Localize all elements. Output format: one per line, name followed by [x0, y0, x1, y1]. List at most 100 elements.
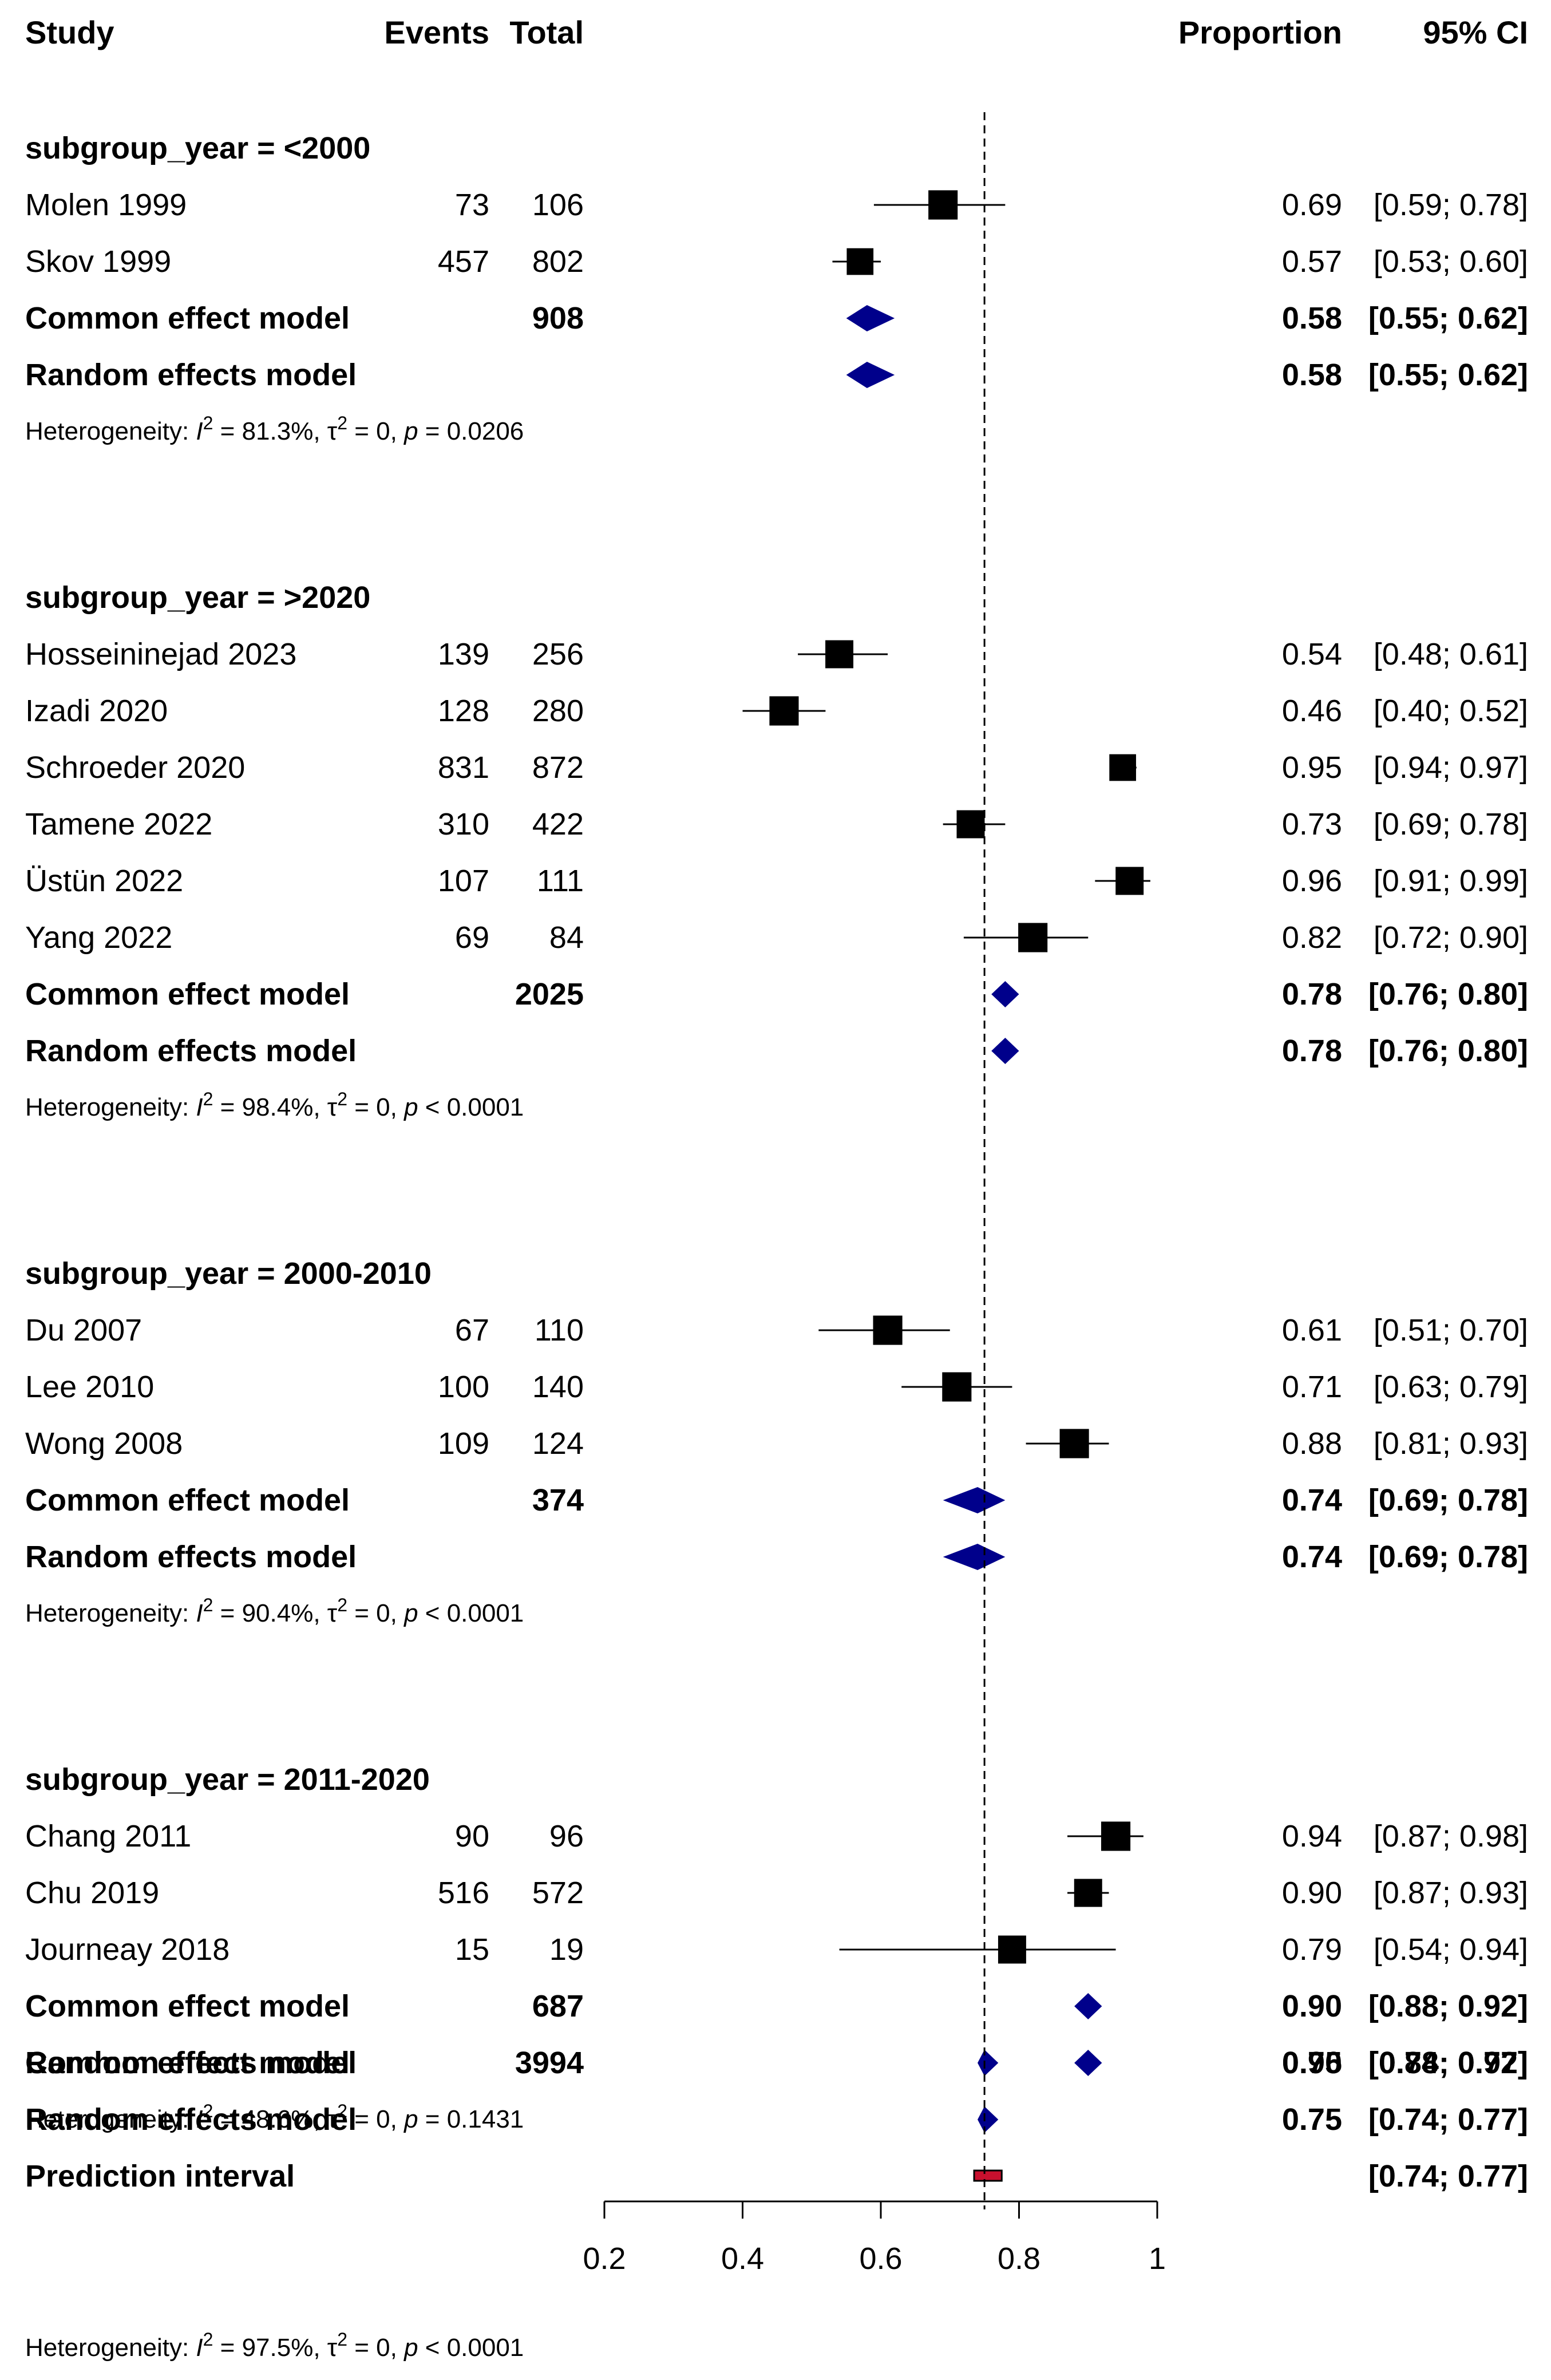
- subgroup-4-study-2-square: [1074, 1879, 1102, 1907]
- subgroup-2-common-total: 2025: [515, 977, 584, 1011]
- x-tick-label-4: 0.8: [998, 2241, 1040, 2276]
- subgroup-3-common-estimate: 0.74: [1282, 1483, 1342, 1517]
- subgroup-1-study-1-total: 106: [532, 188, 584, 222]
- subgroup-3-study-1-square: [873, 1315, 903, 1345]
- overall-random-diamond: [978, 2106, 999, 2133]
- subgroup-4-study-3-events: 15: [455, 1932, 489, 1967]
- subgroup-3-common-total: 374: [532, 1483, 584, 1517]
- subgroup-2-common-label: Common effect model: [25, 977, 350, 1011]
- subgroup-3-study-1-total: 110: [535, 1313, 584, 1347]
- subgroup-4-study-2-ci: [0.87; 0.93]: [1374, 1876, 1528, 1910]
- subgroup-3-study-2-ci: [0.63; 0.79]: [1374, 1370, 1528, 1404]
- subgroup-4-common-diamond: [1074, 1993, 1102, 2019]
- subgroup-1-random-ci: [0.55; 0.62]: [1368, 358, 1528, 392]
- subgroup-4-common-ci: [0.88; 0.92]: [1368, 1989, 1528, 2023]
- subgroup-4-study-1-square: [1101, 1821, 1131, 1851]
- subgroup-4-study-3-total: 19: [549, 1932, 584, 1967]
- subgroup-3-heterogeneity: Heterogeneity: I2 = 90.4%, τ2 = 0, p < 0…: [25, 1595, 524, 1627]
- subgroup-2-study-4-total: 422: [532, 807, 584, 841]
- subgroup-2-study-6-name: Yang 2022: [25, 920, 172, 955]
- subgroup-2-random-diamond: [991, 1038, 1019, 1064]
- subgroup-1-heterogeneity: Heterogeneity: I2 = 81.3%, τ2 = 0, p = 0…: [25, 413, 524, 445]
- subgroup-2-study-4-estimate: 0.73: [1282, 807, 1342, 841]
- subgroup-2-study-5-total: 111: [537, 864, 584, 898]
- subgroup-4-study-1-total: 96: [549, 1819, 584, 1853]
- subgroup-4-random-label: Random effects model: [25, 2046, 357, 2080]
- subgroup-2-study-2-square: [769, 696, 799, 726]
- header-study: Study: [25, 14, 114, 50]
- subgroup-1-study-1-ci: [0.59; 0.78]: [1374, 188, 1528, 222]
- prediction-interval-ci: [0.74; 0.77]: [1368, 2159, 1528, 2193]
- subgroup-3-study-2-square: [942, 1372, 972, 1402]
- subgroup-1-study-2-total: 802: [532, 244, 584, 279]
- subgroup-2-random-estimate: 0.78: [1282, 1034, 1342, 1068]
- subgroup-2-study-2-ci: [0.40; 0.52]: [1374, 694, 1528, 728]
- subgroup-2-study-3-name: Schroeder 2020: [25, 750, 245, 785]
- subgroup-2-study-3-estimate: 0.95: [1282, 750, 1342, 785]
- subgroup-1-study-2-estimate: 0.57: [1282, 244, 1342, 279]
- subgroup-2-study-1-total: 256: [532, 637, 584, 671]
- subgroup-1-study-1-events: 73: [455, 188, 489, 222]
- subgroup-2-study-4-square: [956, 810, 985, 839]
- subgroup-4-heterogeneity: Heterogeneity: I2 = 48.6%, τ2 = 0, p = 0…: [25, 2101, 524, 2133]
- subgroup-4-random-estimate: 0.90: [1282, 2046, 1342, 2080]
- subgroup-1-study-2-name: Skov 1999: [25, 244, 171, 279]
- subgroup-3-study-3-total: 124: [532, 1426, 584, 1461]
- subgroup-4-study-1-name: Chang 2011: [25, 1819, 191, 1853]
- subgroup-2-study-5-estimate: 0.96: [1282, 864, 1342, 898]
- subgroup-2-random-label: Random effects model: [25, 1034, 357, 1068]
- subgroup-2-study-5-square: [1115, 867, 1144, 895]
- overall-random-estimate: 0.75: [1282, 2102, 1342, 2137]
- header-ci: 95% CI: [1423, 14, 1528, 50]
- subgroup-2-common-diamond: [991, 981, 1019, 1007]
- subgroup-1-common-estimate: 0.58: [1282, 301, 1342, 335]
- overall-common-estimate: 0.75: [1282, 2046, 1342, 2080]
- subgroup-2-study-2-name: Izadi 2020: [25, 694, 168, 728]
- subgroup-1-study-1-estimate: 0.69: [1282, 188, 1342, 222]
- subgroup-2-study-5-ci: [0.91; 0.99]: [1374, 864, 1528, 898]
- subgroup-2-study-1-square: [825, 640, 854, 669]
- subgroup-4-study-2-total: 572: [532, 1876, 584, 1910]
- subgroup-3-study-2-total: 140: [532, 1370, 584, 1404]
- x-tick-label-1: 0.2: [583, 2241, 626, 2276]
- subgroup-3-random-diamond: [943, 1544, 1006, 1570]
- subgroup-3-random-ci: [0.69; 0.78]: [1368, 1540, 1528, 1574]
- subgroup-1-study-2-ci: [0.53; 0.60]: [1374, 244, 1528, 279]
- subgroup-4-title: subgroup_year = 2011-2020: [25, 1762, 430, 1797]
- subgroup-3-study-2-estimate: 0.71: [1282, 1370, 1342, 1404]
- subgroup-3-title: subgroup_year = 2000-2010: [25, 1256, 432, 1291]
- subgroup-2-study-3-events: 831: [438, 750, 489, 785]
- prediction-interval-label: Prediction interval: [25, 2159, 295, 2193]
- header-events: Events: [384, 14, 489, 50]
- subgroup-3-study-1-name: Du 2007: [25, 1313, 142, 1347]
- subgroup-2-title: subgroup_year = >2020: [25, 580, 370, 615]
- subgroup-4-study-3-ci: [0.54; 0.94]: [1374, 1932, 1528, 1967]
- subgroup-3-random-estimate: 0.74: [1282, 1540, 1342, 1574]
- subgroup-3-study-3-name: Wong 2008: [25, 1426, 183, 1461]
- subgroup-2-study-3-ci: [0.94; 0.97]: [1374, 750, 1528, 785]
- subgroup-2-study-2-total: 280: [532, 694, 584, 728]
- subgroup-2-study-2-estimate: 0.46: [1282, 694, 1342, 728]
- subgroup-2-study-3-total: 872: [532, 750, 584, 785]
- subgroup-3-study-3-square: [1059, 1429, 1089, 1458]
- subgroup-2-study-1-estimate: 0.54: [1282, 637, 1342, 671]
- subgroup-4-study-1-events: 90: [455, 1819, 489, 1853]
- subgroup-2-common-estimate: 0.78: [1282, 977, 1342, 1011]
- plot-layer: 0.2 0.4 0.6 0.8 1: [583, 112, 1166, 2276]
- overall-common-label: Common effect model: [25, 2046, 350, 2080]
- subgroup-2-study-6-ci: [0.72; 0.90]: [1374, 920, 1528, 955]
- subgroup-2-study-5-name: Üstün 2022: [25, 864, 183, 898]
- subgroup-2-study-4-name: Tamene 2022: [25, 807, 212, 841]
- subgroup-2-study-4-ci: [0.69; 0.78]: [1374, 807, 1528, 841]
- overall-common-diamond: [978, 2050, 999, 2076]
- subgroup-2-study-6-estimate: 0.82: [1282, 920, 1342, 955]
- subgroup-3-common-diamond: [943, 1487, 1006, 1513]
- subgroup-3-study-3-ci: [0.81; 0.93]: [1374, 1426, 1528, 1461]
- subgroup-3-study-1-estimate: 0.61: [1282, 1313, 1342, 1347]
- header-proportion: Proportion: [1178, 14, 1342, 50]
- subgroup-3-random-label: Random effects model: [25, 1540, 357, 1574]
- overall-random-label: Random effects model: [25, 2102, 357, 2137]
- subgroup-1-common-label: Common effect model: [25, 301, 350, 335]
